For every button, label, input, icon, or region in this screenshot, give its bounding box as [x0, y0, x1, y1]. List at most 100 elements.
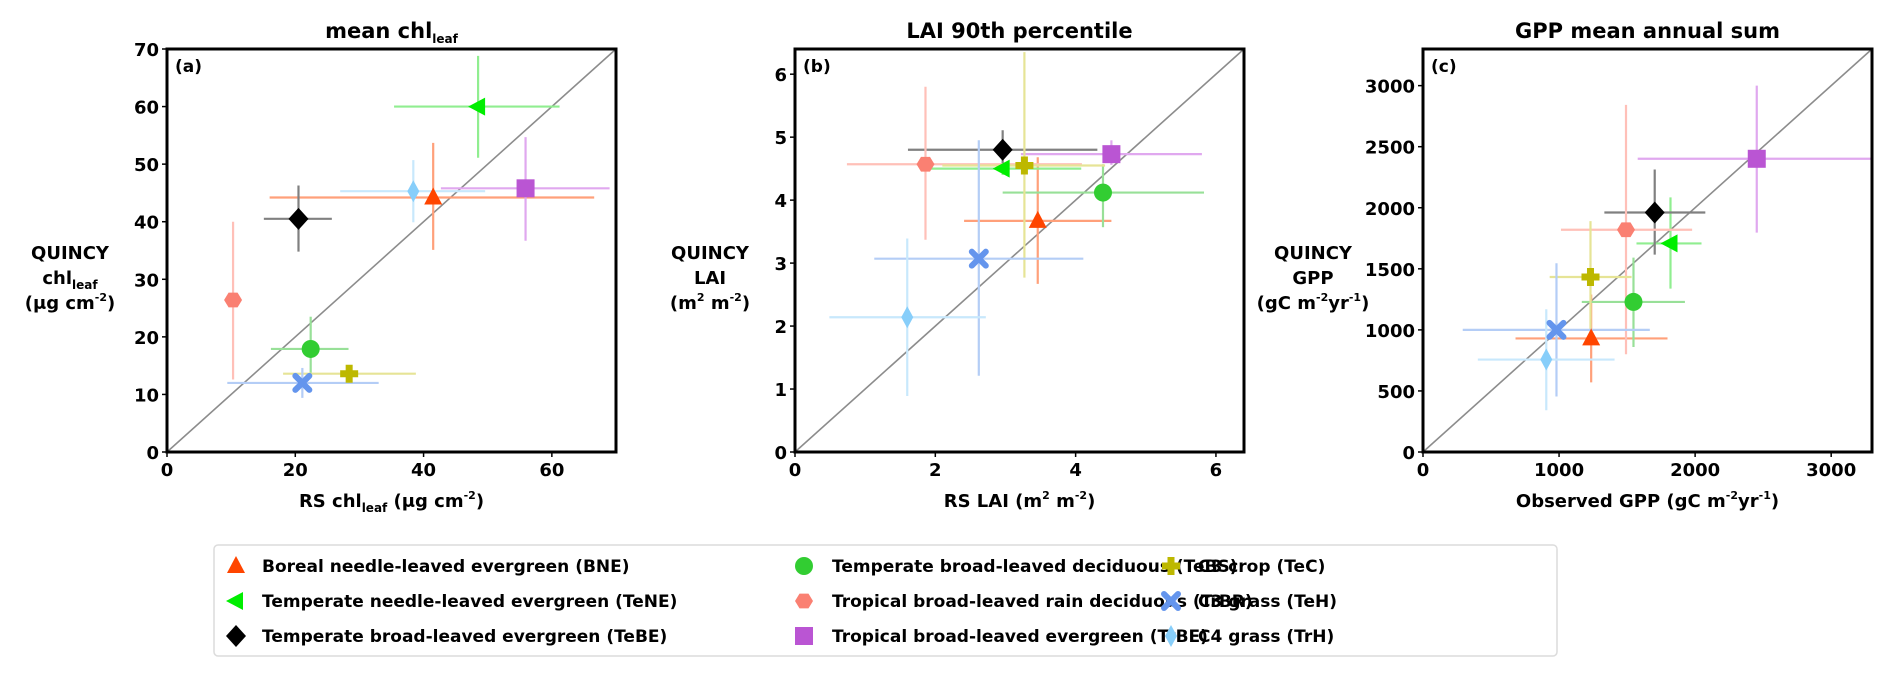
- panel-label: (b): [803, 57, 831, 77]
- point-tebs: [301, 339, 320, 358]
- label-part: ): [107, 293, 115, 314]
- legend-marker-trbe: [795, 627, 813, 645]
- y-tick-label: 5: [774, 128, 787, 149]
- label-part: ): [742, 293, 750, 314]
- label-part: RS chl: [299, 491, 362, 512]
- x-axis-label: RS chlleaf (μg cm-2): [299, 489, 484, 515]
- one-to-one-line: [795, 49, 1244, 452]
- point-bne: [1028, 210, 1047, 228]
- point-teh: [968, 248, 989, 269]
- chart-title: LAI 90th percentile: [906, 19, 1132, 43]
- point-trbr: [1617, 222, 1636, 238]
- y-tick-label: 1: [774, 380, 787, 401]
- point-trh: [407, 180, 420, 203]
- legend-marker-trbr: [795, 593, 813, 609]
- label-subscript: leaf: [362, 501, 388, 515]
- y-label-line: QUINCY: [1274, 243, 1353, 264]
- legend-label: Temperate needle-leaved evergreen (TeNE): [262, 592, 677, 612]
- point-bne: [1582, 328, 1601, 346]
- legend-label: Tropical broad-leaved rain deciduous (Tr…: [832, 592, 1253, 612]
- x-stroke: [1546, 319, 1567, 340]
- point-tec: [1015, 156, 1034, 175]
- title-subscript: leaf: [432, 32, 458, 46]
- legend-item-trbe: Tropical broad-leaved evergreen (TrBE): [795, 627, 1208, 647]
- y-tick-label: 1500: [1365, 260, 1415, 281]
- label-superscript: 2: [697, 291, 705, 304]
- y-tick-label: 10: [134, 385, 159, 406]
- label-part: m: [705, 293, 730, 314]
- label-part: Observed GPP (gC m: [1516, 491, 1726, 512]
- label-superscript: 2: [1042, 489, 1050, 502]
- x-stroke: [968, 248, 989, 269]
- y-tick-label: 30: [134, 270, 159, 291]
- x-tick-label: 1000: [1534, 460, 1584, 481]
- x-tick-label: 2: [929, 460, 942, 481]
- label-part: ): [1361, 293, 1369, 314]
- point-trh: [901, 306, 914, 329]
- y-tick-label: 50: [134, 155, 159, 176]
- point-teh: [292, 372, 313, 393]
- y-tick-label: 0: [1402, 443, 1415, 464]
- y-label-line: QUINCY: [671, 243, 750, 264]
- point-trbe: [1102, 145, 1121, 164]
- legend-item-tec: C3 crop (TeC): [1162, 557, 1325, 577]
- label-part: m: [1050, 491, 1075, 512]
- label-superscript: -2: [1316, 291, 1328, 304]
- legend-label: Temperate broad-leaved evergreen (TeBE): [262, 627, 667, 647]
- label-part: yr: [1328, 293, 1349, 314]
- x-tick-label: 3000: [1806, 460, 1856, 481]
- y-tick-label: 70: [134, 40, 159, 61]
- point-trbr: [916, 156, 935, 172]
- x-tick-label: 60: [539, 460, 564, 481]
- legend-marker-tene: [226, 592, 243, 610]
- legend-item-tebs: Temperate broad-leaved deciduous (TeBS): [795, 557, 1237, 577]
- title-text: LAI 90th percentile: [906, 19, 1132, 43]
- point-tene: [468, 97, 486, 116]
- x-axis-label: RS LAI (m2 m-2): [944, 489, 1096, 512]
- y-tick-label: 0: [146, 443, 159, 464]
- legend-label: C4 grass (TrH): [1198, 627, 1334, 647]
- panel-a: mean chlleaf(a)0 20 40 60010203040506070RS …: [25, 19, 618, 515]
- label-subscript: leaf: [72, 278, 98, 292]
- point-trh: [1540, 348, 1553, 371]
- panel-label: (a): [175, 57, 202, 77]
- point-tene: [1660, 234, 1678, 253]
- point-tebe: [992, 138, 1013, 161]
- legend-item-tebe: Temperate broad-leaved evergreen (TeBE): [226, 625, 667, 647]
- axes-frame: [165, 47, 618, 454]
- x-tick-label: 2000: [1670, 460, 1720, 481]
- y-tick-label: 4: [774, 191, 787, 212]
- y-label-line: (gC m-2yr-1): [1257, 291, 1370, 314]
- errorbar-trbr: [846, 86, 1082, 240]
- point-tebs: [1624, 292, 1643, 311]
- x-tick-label: 6: [1210, 460, 1223, 481]
- y-label-line: LAI: [694, 268, 726, 289]
- label-part: yr: [1738, 491, 1759, 512]
- legend-label: C3 crop (TeC): [1198, 557, 1325, 577]
- point-trbr: [224, 292, 243, 308]
- point-trbe: [1747, 149, 1766, 168]
- y-tick-label: 3000: [1365, 77, 1415, 98]
- one-to-one-line: [167, 49, 616, 452]
- y-tick-label: 60: [134, 98, 159, 119]
- y-tick-label: 2000: [1365, 199, 1415, 220]
- label-superscript: -2: [730, 291, 742, 304]
- legend-item-teh: C3 grass (TeH): [1161, 591, 1337, 612]
- y-label-line: GPP: [1292, 268, 1333, 289]
- y-tick-label: 3: [774, 254, 787, 275]
- legend-item-tene: Temperate needle-leaved evergreen (TeNE): [226, 592, 677, 612]
- x-tick-label: 0: [789, 460, 802, 481]
- panel-c: GPP mean annual sum (c) 0 1000 2000 3000 0 500 1…: [1257, 19, 1874, 512]
- legend-marker-teh: [1161, 591, 1181, 611]
- legend-label: Tropical broad-leaved evergreen (TrBE): [832, 627, 1208, 647]
- point-bne: [424, 187, 443, 205]
- y-tick-label: 0: [774, 443, 787, 464]
- label-superscript: -2: [1726, 489, 1738, 502]
- plot-area: [1423, 49, 1872, 452]
- legend-frame: [213, 544, 1558, 657]
- legend-marker-tebe: [226, 625, 246, 647]
- x-stroke: [292, 372, 313, 393]
- label-part: RS LAI (m: [944, 491, 1042, 512]
- label-superscript: -2: [464, 489, 476, 502]
